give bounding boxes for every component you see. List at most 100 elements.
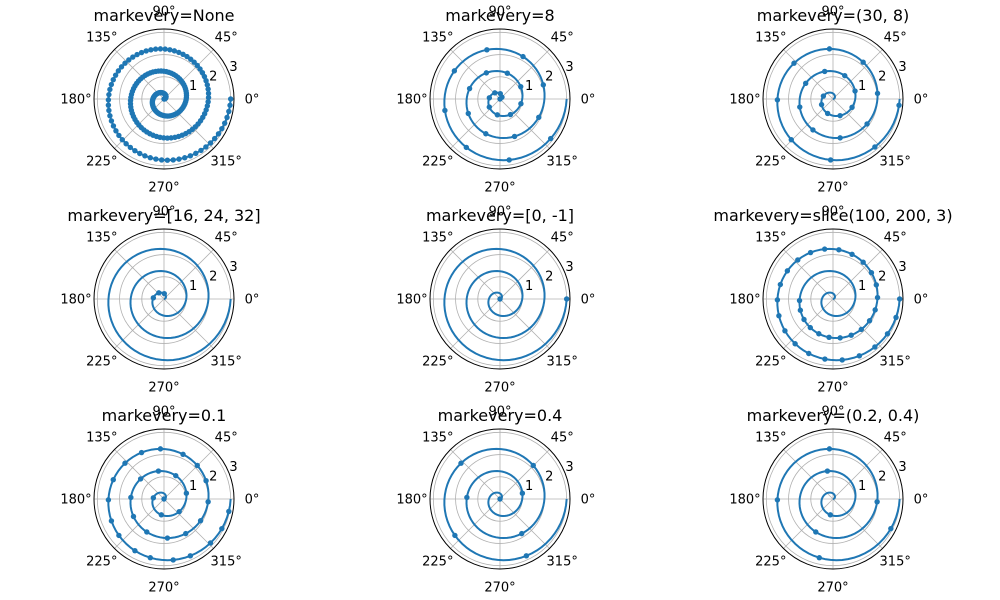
polar-grid-spoke	[832, 98, 883, 149]
marker-dot	[774, 97, 781, 103]
angle-tick-label: 180°	[729, 93, 760, 108]
radius-tick-label: 1	[858, 279, 866, 294]
marker-dot	[164, 157, 171, 163]
marker-dot	[464, 494, 470, 501]
marker-dot	[826, 334, 832, 341]
angle-tick-label: 270°	[484, 381, 515, 396]
polar-grid-spoke	[783, 298, 834, 349]
angle-tick-label: 135°	[86, 430, 117, 445]
angle-tick-label: 135°	[86, 230, 117, 245]
polar-axes-boundary	[429, 228, 571, 370]
polar-grid-spoke	[114, 498, 165, 549]
radius-tick-label: 1	[858, 479, 866, 494]
polar-grid-spoke	[783, 249, 834, 300]
polar-grid-spoke	[499, 249, 550, 300]
subplot-title: markevery=(0.2, 0.4)	[746, 406, 920, 425]
polar-axes-boundary	[93, 428, 235, 570]
marker-dot	[856, 353, 863, 359]
marker-dot	[872, 144, 878, 150]
marker-dot	[205, 499, 211, 505]
marker-dot	[839, 357, 845, 363]
polar-grid-spoke	[450, 298, 501, 349]
angle-tick-label: 45°	[215, 430, 238, 445]
polar-grid-spoke	[832, 449, 883, 500]
marker-dot	[807, 249, 814, 256]
polar-grid-spoke	[163, 449, 214, 500]
marker-dot	[227, 96, 234, 102]
polar-axes-boundary	[762, 28, 904, 170]
angle-tick-label: 180°	[60, 93, 91, 108]
marker-dot	[797, 104, 803, 110]
angle-tick-label: 0°	[581, 493, 596, 508]
polar-axes-boundary	[93, 228, 235, 370]
angle-tick-label: 315°	[211, 555, 242, 570]
angle-tick-label: 90°	[488, 5, 511, 20]
marker-dot	[452, 532, 458, 539]
marker-dot	[205, 90, 212, 97]
marker-dot	[119, 137, 126, 143]
radius-tick-label: 3	[565, 260, 573, 275]
marker-dot	[203, 477, 209, 484]
marker-dot	[183, 490, 190, 496]
marker-dot	[107, 86, 113, 93]
marker-dot	[868, 270, 875, 276]
marker-dot	[162, 46, 168, 52]
radius-tick-label: 2	[878, 270, 886, 285]
marker-dot	[180, 451, 186, 458]
marker-dot	[465, 110, 471, 117]
angle-tick-label: 270°	[817, 181, 848, 196]
marker-dot	[860, 59, 866, 65]
marker-dot	[820, 93, 827, 99]
polar-grid-spoke	[832, 249, 883, 300]
radius-tick-label: 1	[525, 479, 533, 494]
marker-dot	[888, 525, 894, 532]
angle-tick-label: 0°	[245, 93, 260, 108]
marker-dot	[827, 157, 834, 163]
marker-dot	[860, 259, 866, 265]
polar-grid-spoke	[163, 298, 214, 349]
marker-dot	[497, 90, 503, 97]
marker-dot	[807, 324, 813, 331]
angle-tick-label: 180°	[729, 293, 760, 308]
marker-dot	[158, 512, 165, 518]
angle-tick-label: 180°	[60, 293, 91, 308]
polar-axes-boundary	[429, 428, 571, 570]
radius-tick-label: 1	[189, 79, 197, 94]
marker-dot	[837, 112, 843, 119]
polar-grid-spoke	[450, 49, 501, 100]
angle-tick-label: 90°	[488, 205, 511, 220]
polar-axes-boundary	[762, 428, 904, 570]
marker-dot	[824, 468, 831, 474]
marker-dot	[164, 535, 171, 541]
marker-dot	[161, 290, 167, 297]
polar-grid-spoke	[832, 498, 883, 549]
marker-dot	[523, 553, 530, 559]
marker-dot	[148, 47, 154, 53]
angle-tick-label: 225°	[422, 555, 453, 570]
marker-dot	[204, 103, 211, 109]
radius-tick-label: 3	[229, 60, 237, 75]
angle-tick-label: 135°	[422, 230, 453, 245]
polar-grid-spoke	[114, 449, 165, 500]
marker-dot	[130, 513, 137, 520]
marker-dot	[205, 99, 211, 105]
radius-tick-label: 1	[525, 279, 533, 294]
marker-dot	[802, 80, 809, 87]
marker-dot	[872, 344, 878, 350]
polar-grid-spoke	[499, 49, 550, 100]
marker-dot	[173, 472, 179, 479]
marker-dot	[193, 150, 199, 157]
marker-dot	[530, 462, 536, 469]
radius-tick-label: 3	[898, 260, 906, 275]
radius-tick-label: 1	[189, 279, 197, 294]
marker-dot	[506, 157, 512, 163]
radius-tick-label: 1	[858, 79, 866, 94]
marker-dot	[112, 72, 119, 78]
marker-dot	[147, 555, 154, 561]
marker-dot	[110, 77, 116, 83]
marker-dot	[226, 108, 232, 115]
marker-dot	[197, 518, 204, 524]
angle-tick-label: 270°	[148, 581, 179, 596]
marker-dot	[224, 114, 230, 121]
marker-dot	[821, 246, 828, 252]
